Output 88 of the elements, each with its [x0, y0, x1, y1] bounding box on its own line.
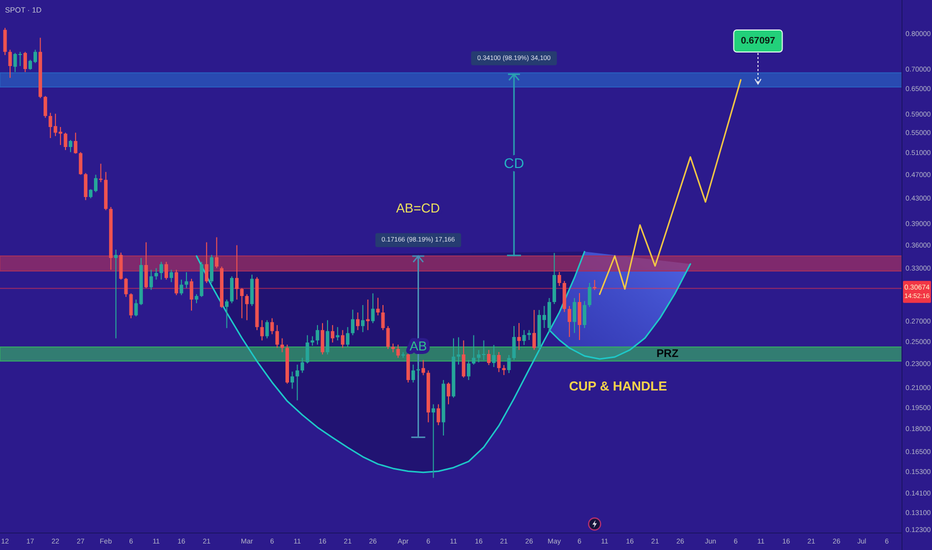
candlestick [214, 236, 218, 269]
candlestick [592, 279, 596, 291]
candlestick [356, 312, 360, 331]
candlestick [422, 360, 426, 376]
candlestick [572, 298, 576, 334]
candlestick [280, 338, 284, 353]
candlestick [492, 344, 496, 368]
candlestick [472, 334, 476, 366]
candlestick [386, 326, 390, 350]
candlestick [270, 318, 274, 335]
candlestick [306, 334, 310, 364]
candlestick [149, 269, 153, 290]
candlestick [170, 269, 174, 283]
candlestick [296, 364, 300, 401]
candlestick [588, 282, 592, 308]
candlestick [119, 252, 123, 280]
candlestick [235, 244, 239, 300]
candlestick [558, 271, 562, 286]
candlestick [240, 288, 244, 319]
candlestick [340, 330, 344, 348]
line-series [598, 79, 742, 295]
candlestick [245, 294, 249, 321]
candlestick [190, 278, 194, 312]
candlestick [320, 322, 324, 355]
candlestick [265, 320, 269, 339]
band-label: PRZ [656, 348, 679, 360]
candlestick [174, 269, 178, 296]
candlestick [350, 309, 354, 336]
candlestick [446, 382, 450, 405]
annotation: AB [410, 338, 427, 354]
candlestick [432, 404, 436, 478]
candlestick [124, 277, 128, 298]
candlestick [568, 305, 572, 338]
candlestick [260, 320, 264, 341]
candlestick [23, 51, 27, 73]
candlestick [275, 324, 279, 348]
candlestick [330, 324, 334, 344]
candlestick [44, 96, 48, 118]
candlestick [300, 357, 304, 374]
candlestick [84, 172, 88, 201]
candlestick [78, 152, 82, 176]
candlestick [578, 292, 582, 340]
candlestick [487, 349, 491, 366]
candlestick [517, 322, 521, 350]
candlestick [346, 326, 350, 348]
candlestick [310, 336, 314, 346]
candlestick [366, 299, 370, 331]
candlestick [522, 330, 526, 346]
candlestick [164, 261, 168, 280]
candlestick [154, 268, 158, 280]
candlestick [466, 360, 470, 381]
candlestick [507, 354, 511, 374]
candlestick [371, 292, 375, 324]
candlestick [68, 140, 72, 153]
candlestick [180, 279, 184, 296]
candlestick [512, 325, 516, 361]
candlestick [381, 304, 385, 331]
candlestick [99, 163, 103, 183]
annotation: AB=CD [396, 200, 440, 216]
candlestick [436, 404, 440, 426]
candlestick [114, 249, 118, 339]
candlestick [159, 261, 164, 280]
candlestick [376, 297, 380, 316]
candlestick [326, 320, 330, 355]
candlestick [396, 344, 400, 358]
candlestick [3, 27, 7, 56]
candlestick [497, 352, 501, 373]
candlestick [8, 49, 12, 78]
candlestick [224, 299, 229, 329]
candlestick [144, 242, 148, 289]
candlestick [64, 132, 68, 151]
candlestick [462, 340, 466, 378]
candlestick [502, 364, 506, 376]
candlestick [361, 304, 365, 333]
candlestick [532, 309, 536, 350]
candlestick [230, 276, 234, 304]
candlestick [204, 242, 208, 284]
candlestick [290, 371, 294, 390]
annotation: 0.67097 [740, 36, 776, 46]
candlestick [316, 324, 320, 346]
candlestick [527, 330, 531, 340]
annotation: CUP & HANDLE [569, 378, 668, 394]
candlestick [411, 364, 415, 383]
candlestick [582, 300, 586, 328]
candlestick [129, 292, 133, 319]
candlestick [456, 336, 460, 366]
candlestick [336, 326, 340, 341]
candlestick [74, 132, 78, 154]
